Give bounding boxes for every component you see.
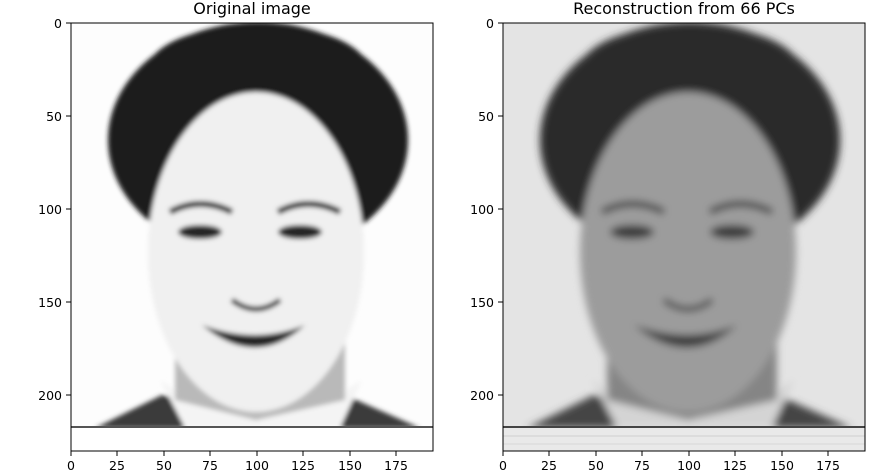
y-tick-label: 100 [470, 202, 494, 217]
x-tick-label: 150 [770, 458, 794, 473]
x-tick-label: 100 [245, 458, 269, 473]
x-tick-label: 25 [109, 458, 125, 473]
x-tick-label: 75 [634, 458, 650, 473]
x-tick-label: 175 [816, 458, 840, 473]
y-tick-label: 50 [478, 109, 494, 124]
x-tick-label: 50 [156, 458, 172, 473]
y-tick-label: 200 [470, 388, 494, 403]
image-bottom-strip [503, 427, 865, 451]
y-axis-reconstruction: 0 50 100 150 200 [470, 16, 503, 403]
x-tick-label: 125 [291, 458, 315, 473]
x-tick-label: 25 [541, 458, 557, 473]
face-image-reconstruction [503, 23, 865, 451]
x-tick-label: 50 [588, 458, 604, 473]
image-bottom-strip [71, 427, 433, 451]
panel-reconstruction: Reconstruction from 66 PCs [470, 0, 866, 473]
panel-title-original: Original image [193, 0, 311, 18]
x-tick-label: 125 [723, 458, 747, 473]
x-axis-original: 0 25 50 75 100 125 150 175 [67, 451, 408, 473]
x-axis-reconstruction: 0 25 50 75 100 125 150 175 [499, 451, 840, 473]
x-tick-label: 175 [384, 458, 408, 473]
x-tick-label: 0 [67, 458, 75, 473]
y-tick-label: 150 [470, 295, 494, 310]
y-tick-label: 0 [486, 16, 494, 31]
x-tick-label: 0 [499, 458, 507, 473]
panel-title-reconstruction: Reconstruction from 66 PCs [573, 0, 795, 18]
axes-frame-original [70, 22, 434, 452]
face-image-original [71, 23, 433, 451]
panel-original: Original image [38, 0, 434, 473]
x-tick-label: 100 [677, 458, 701, 473]
y-axis-original: 0 50 100 150 200 [38, 16, 71, 403]
y-tick-label: 50 [46, 109, 62, 124]
y-tick-label: 100 [38, 202, 62, 217]
x-tick-label: 150 [338, 458, 362, 473]
y-tick-label: 0 [54, 16, 62, 31]
x-tick-label: 75 [202, 458, 218, 473]
axes-frame-reconstruction [502, 22, 866, 452]
y-tick-label: 200 [38, 388, 62, 403]
y-tick-label: 150 [38, 295, 62, 310]
